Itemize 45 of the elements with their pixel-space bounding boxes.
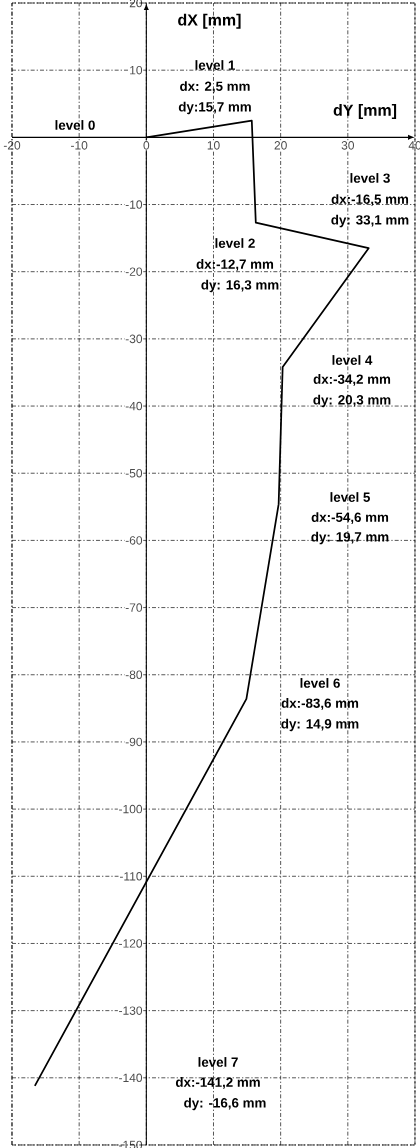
x-axis-title: dY [mm] xyxy=(333,104,397,119)
annotation: dy: 19,7 mm xyxy=(311,531,389,545)
y-tick-label: -80 xyxy=(125,670,143,680)
annotation: dy: 33,1 mm xyxy=(331,214,409,228)
annotation: level 7 xyxy=(198,1057,238,1067)
annotation: dx:-16,5 mm xyxy=(331,194,409,206)
annotation: dx:-83,6 mm xyxy=(281,698,359,710)
annotation: dy: 20,3 mm xyxy=(313,394,391,408)
y-tick-label: -10 xyxy=(125,200,143,209)
x-tick-label: -10 xyxy=(71,141,88,150)
y-axis-title: dX [mm] xyxy=(178,13,241,29)
y-tick-label: -90 xyxy=(125,737,143,747)
annotation: dy:15,7 mm xyxy=(178,101,251,115)
annotation: dy: 16,3 mm xyxy=(201,279,279,293)
annotation: level 0 xyxy=(55,120,95,130)
annotation: level 1 xyxy=(195,60,235,70)
annotation: level 4 xyxy=(332,355,373,365)
annotation: dx: 2,5 mm xyxy=(180,81,250,93)
y-tick-label: -30 xyxy=(125,334,143,344)
annotation: dx:-141,2 mm xyxy=(175,1077,260,1089)
annotation: level 3 xyxy=(350,173,390,183)
y-tick-label: -70 xyxy=(125,603,143,612)
y-tick-label: -100 xyxy=(119,804,143,814)
annotation: dx:-12,7 mm xyxy=(196,259,274,271)
annotation: level 6 xyxy=(300,678,340,688)
x-tick-label: -20 xyxy=(3,141,21,150)
annotation: level 5 xyxy=(330,492,370,502)
annotation: level 2 xyxy=(215,238,255,248)
annotation: dy: -16,6 mm xyxy=(184,1097,266,1111)
x-tick-label: 0 xyxy=(143,141,150,150)
x-tick-label: 20 xyxy=(274,141,287,150)
y-tick-label: -140 xyxy=(119,1073,143,1083)
y-tick-label: -40 xyxy=(125,401,143,411)
annotation: dx:-54,6 mm xyxy=(311,512,389,524)
y-tick-label: 10 xyxy=(130,65,143,75)
x-tick-label: 30 xyxy=(341,141,355,150)
y-tick-label: -60 xyxy=(125,536,143,545)
x-tick-label: 10 xyxy=(207,141,220,150)
y-tick-label: -50 xyxy=(125,468,143,478)
annotation: dy: 14,9 mm xyxy=(281,718,359,732)
y-tick-label: -20 xyxy=(125,267,143,276)
y-tick-label: -130 xyxy=(119,1006,143,1015)
annotation: dx:-34,2 mm xyxy=(313,374,391,386)
y-tick-label: -120 xyxy=(119,939,143,948)
y-tick-label: -110 xyxy=(119,872,143,881)
